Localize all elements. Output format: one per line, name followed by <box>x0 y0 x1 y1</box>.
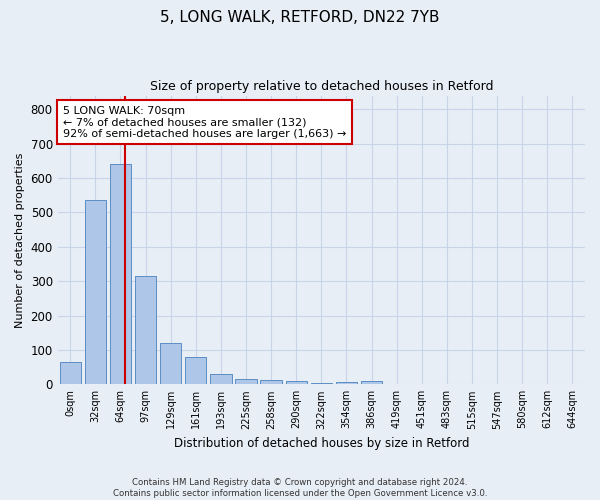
Bar <box>160 343 181 384</box>
Bar <box>260 380 282 384</box>
Bar <box>135 276 156 384</box>
Bar <box>361 381 382 384</box>
Title: Size of property relative to detached houses in Retford: Size of property relative to detached ho… <box>149 80 493 93</box>
Bar <box>286 381 307 384</box>
Bar <box>311 382 332 384</box>
Bar <box>85 200 106 384</box>
Bar <box>210 374 232 384</box>
X-axis label: Distribution of detached houses by size in Retford: Distribution of detached houses by size … <box>173 437 469 450</box>
Bar <box>185 358 206 384</box>
Bar <box>59 362 81 384</box>
Text: 5, LONG WALK, RETFORD, DN22 7YB: 5, LONG WALK, RETFORD, DN22 7YB <box>160 10 440 25</box>
Bar <box>110 164 131 384</box>
Y-axis label: Number of detached properties: Number of detached properties <box>15 152 25 328</box>
Bar <box>235 379 257 384</box>
Text: Contains HM Land Registry data © Crown copyright and database right 2024.
Contai: Contains HM Land Registry data © Crown c… <box>113 478 487 498</box>
Bar <box>336 382 357 384</box>
Text: 5 LONG WALK: 70sqm
← 7% of detached houses are smaller (132)
92% of semi-detache: 5 LONG WALK: 70sqm ← 7% of detached hous… <box>63 106 346 139</box>
